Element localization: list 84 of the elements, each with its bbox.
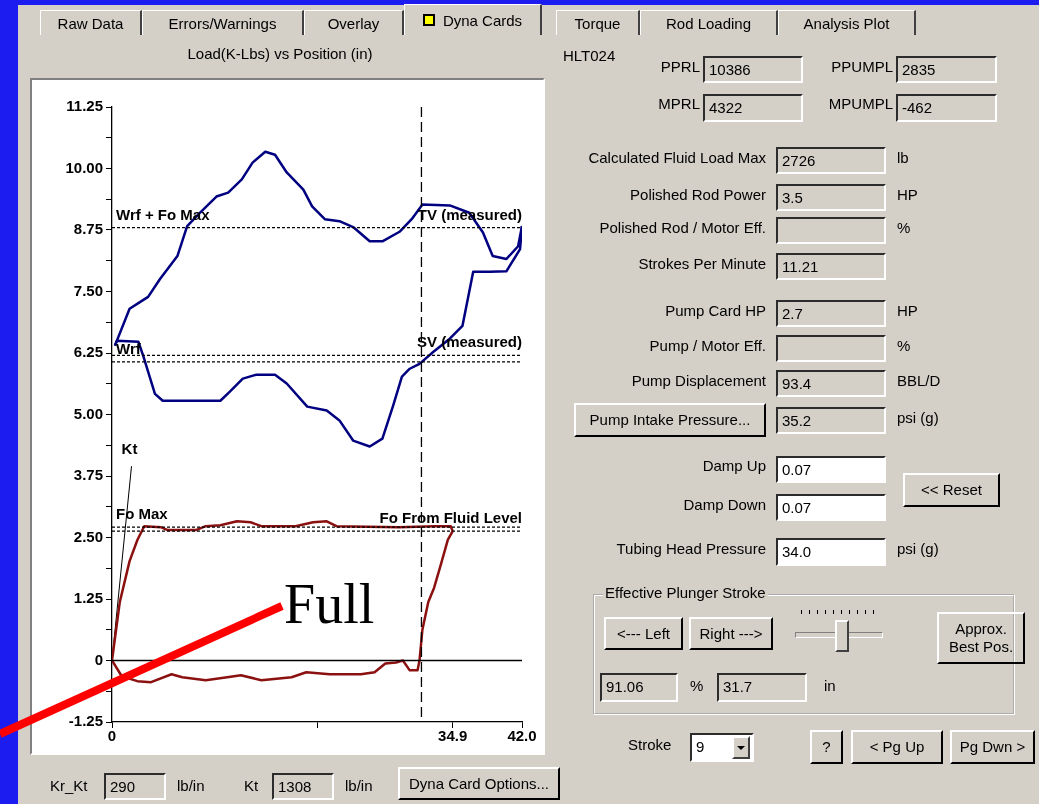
text-field: 35.2: [776, 407, 886, 434]
text-field: 93.4: [776, 370, 886, 397]
text-field: 10386: [703, 56, 803, 83]
y-tick-label: 3.75: [73, 466, 103, 484]
y-tick-label: 11.25: [66, 97, 103, 115]
x-tick-label: 42.0: [507, 727, 537, 745]
text: Pump / Motor Eff.: [648, 337, 766, 354]
text: Stroke: [628, 736, 672, 753]
text: lb: [897, 149, 909, 166]
text-field: 34.0: [776, 538, 886, 566]
y-tick-label: 6.25: [73, 343, 103, 361]
text: Kr_Kt: [50, 777, 88, 794]
text: MPRL: [657, 95, 700, 112]
text-field: 4322: [703, 94, 803, 122]
y-tick-label: 0: [94, 650, 103, 668]
text: psi (g): [897, 540, 939, 557]
text-field: 0.07: [776, 456, 886, 483]
button: Dyna Card Options...: [398, 767, 560, 800]
button: ?: [810, 730, 843, 764]
text: PPUMPL: [830, 58, 893, 75]
text: Damp Up: [701, 457, 766, 474]
text-field: 1308: [272, 773, 334, 800]
tab: Dyna Cards: [404, 4, 542, 35]
x-tick-label: 0: [107, 727, 117, 745]
text: HP: [897, 302, 918, 319]
text: BBL/D: [897, 372, 941, 389]
text: lb/in: [345, 777, 373, 794]
text: HP: [897, 186, 918, 203]
ref-line-label: Fo Max: [116, 505, 169, 523]
tab: Rod Loading: [640, 10, 778, 35]
text-field: 2.7: [776, 300, 886, 327]
tab: Errors/Warnings: [142, 10, 304, 35]
text: Kt: [244, 777, 259, 794]
y-tick-label: 10.00: [65, 158, 103, 176]
button: Pg Dwn >: [950, 730, 1035, 764]
button: < Pg Up: [851, 730, 943, 764]
text: Effective Plunger Stroke: [603, 584, 768, 601]
tab: Overlay: [304, 10, 404, 35]
series-label: Kt: [121, 440, 138, 458]
text: Calculated Fluid Load Max: [587, 149, 766, 166]
text-field: 290: [104, 773, 166, 800]
y-tick-label: 8.75: [73, 220, 103, 238]
ref-line-label: Wrf: [116, 339, 142, 357]
ref-line-label: SV (measured): [416, 333, 522, 351]
button: << Reset: [903, 473, 1000, 507]
text: Polished Rod Power: [629, 186, 766, 203]
text: Strokes Per Minute: [637, 255, 766, 272]
text: %: [690, 677, 704, 694]
y-tick-label: 7.50: [73, 281, 103, 299]
chart-title: Load(K-Lbs) vs Position (in): [186, 45, 374, 64]
text: Pump Displacement: [630, 372, 766, 389]
text: Polished Rod / Motor Eff.: [598, 219, 766, 236]
y-tick-label: 1.25: [73, 589, 103, 607]
text: Damp Down: [682, 496, 766, 513]
text: psi (g): [897, 409, 939, 426]
text: Pump Card HP: [664, 302, 766, 319]
y-tick-label: 5.00: [73, 404, 103, 422]
text: %: [897, 219, 911, 236]
text-field: 0.07: [776, 494, 886, 521]
text-field: 2835: [896, 56, 997, 83]
y-tick-label: -1.25: [68, 712, 103, 730]
text: %: [897, 337, 911, 354]
tab: Analysis Plot: [778, 10, 916, 35]
text-field: 2726: [776, 147, 886, 174]
text: HLT024: [563, 47, 616, 64]
button: Pump Intake Pressure...: [574, 403, 766, 437]
text: MPUMPL: [827, 95, 893, 112]
x-tick-label: 34.9: [438, 727, 468, 745]
text-field: 3.5: [776, 184, 886, 211]
text-field: -462: [896, 94, 997, 122]
text-field: 11.21: [776, 253, 886, 280]
y-tick-label: 2.50: [73, 527, 103, 545]
text: in: [824, 677, 836, 694]
tab: Raw Data: [40, 10, 142, 35]
button: <--- Left: [604, 617, 683, 650]
text: lb/in: [177, 777, 205, 794]
text: PPRL: [660, 58, 700, 75]
button: Right --->: [689, 617, 773, 650]
text: Tubing Head Pressure: [615, 540, 766, 557]
annotation: Full: [284, 572, 375, 636]
text-field: 91.06: [600, 673, 678, 702]
tab: Torque: [556, 10, 640, 35]
text-field: 31.7: [717, 673, 807, 702]
button: Approx. Best Pos.: [937, 612, 1025, 664]
